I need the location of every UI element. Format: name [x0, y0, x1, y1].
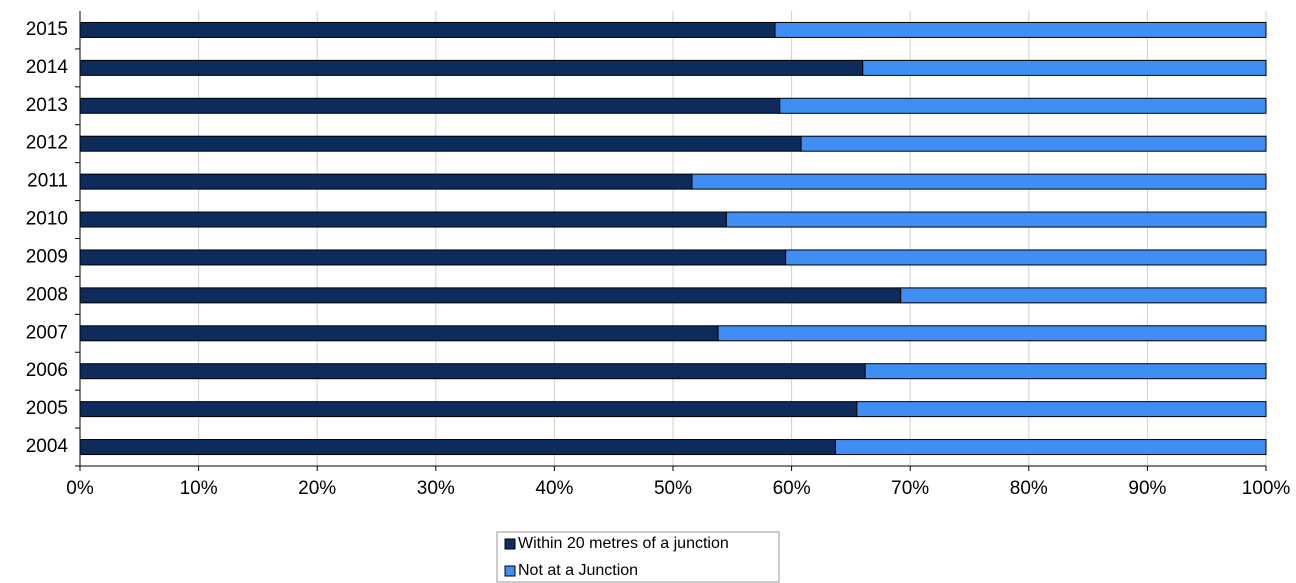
legend-label: Within 20 metres of a junction — [518, 535, 729, 552]
y-tick-label: 2013 — [26, 95, 68, 116]
bar-segment — [79, 59, 864, 76]
bar-segment — [79, 21, 776, 38]
y-tick-label: 2004 — [26, 436, 69, 457]
bar-segment — [79, 249, 787, 266]
bar-segment — [856, 401, 1267, 418]
y-tick-label: 2011 — [27, 171, 68, 192]
bar-segment — [79, 287, 902, 304]
bar-segment — [79, 439, 836, 456]
x-tick-label: 60% — [773, 478, 811, 499]
bar-segment — [864, 363, 1267, 380]
bar-segment — [785, 249, 1267, 266]
x-tick-label: 30% — [417, 478, 455, 499]
y-tick-label: 2014 — [26, 57, 69, 78]
x-tick-label: 0% — [66, 478, 94, 499]
x-tick-label: 40% — [535, 478, 573, 499]
y-tick-label: 2015 — [26, 19, 68, 40]
bar-segment — [79, 401, 858, 418]
y-tick-label: 2010 — [26, 209, 68, 230]
y-tick-label: 2005 — [26, 398, 68, 419]
legend-label: Not at a Junction — [518, 562, 638, 579]
x-tick-label: 90% — [1128, 478, 1166, 499]
bar-segment — [862, 59, 1267, 76]
y-tick-label: 2012 — [26, 133, 68, 154]
bar-segment — [800, 135, 1267, 152]
bar-segment — [79, 173, 693, 190]
bar-segment — [79, 325, 719, 342]
legend-swatch — [504, 538, 516, 550]
x-tick-label: 10% — [180, 478, 218, 499]
bar-segment — [725, 211, 1267, 228]
y-tick-label: 2006 — [26, 360, 68, 381]
bar-segment — [774, 21, 1267, 38]
x-tick-label: 100% — [1242, 478, 1291, 499]
y-tick-label: 2007 — [26, 322, 68, 343]
bar-segment — [717, 325, 1267, 342]
bar-segment — [834, 439, 1267, 456]
y-tick-label: 2008 — [26, 284, 68, 305]
bar-segment — [779, 97, 1267, 114]
x-tick-label: 70% — [891, 478, 929, 499]
legend-box — [496, 531, 780, 583]
x-tick-label: 50% — [654, 478, 692, 499]
y-tick-label: 2009 — [26, 246, 68, 267]
bar-segment — [900, 287, 1267, 304]
bar-segment — [79, 97, 781, 114]
x-tick-label: 20% — [298, 478, 336, 499]
bar-segment — [79, 135, 802, 152]
bar-segment — [79, 211, 727, 228]
bar-segment — [691, 173, 1267, 190]
bar-segment — [79, 363, 866, 380]
x-tick-label: 80% — [1010, 478, 1048, 499]
legend-swatch — [504, 565, 516, 577]
